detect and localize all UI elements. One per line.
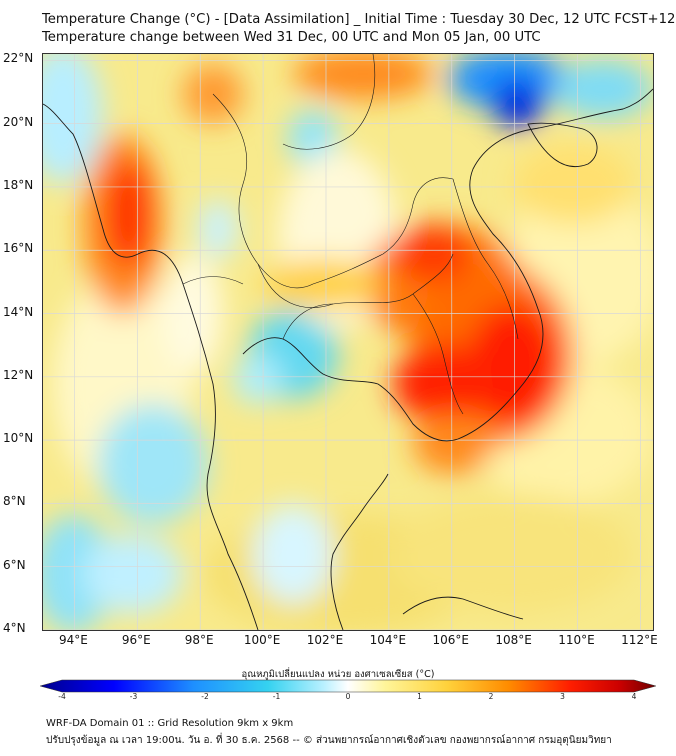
colorbar: [40, 679, 656, 693]
colorbar-tick-label: 4: [631, 692, 637, 701]
footer-credit: ปรับปรุงข้อมูล ณ เวลา 19:00น. วัน อ. ที่…: [46, 735, 612, 746]
lon-tick-label: 94°E: [59, 633, 88, 647]
country-borders: [182, 54, 519, 415]
map-canvas: [43, 54, 653, 630]
lon-tick-label: 104°E: [369, 633, 407, 647]
colorbar-tick-label: 2: [488, 692, 494, 701]
lon-tick-label: 110°E: [558, 633, 595, 647]
coastlines: [43, 88, 653, 630]
lon-tick-label: 96°E: [121, 633, 151, 647]
lon-tick-label: 108°E: [495, 633, 532, 647]
colorbar-gradient: [40, 679, 656, 693]
lat-tick-label: 20°N: [3, 114, 34, 129]
lat-tick-label: 14°N: [3, 304, 34, 319]
map-subtitle: Temperature change between Wed 31 Dec, 0…: [42, 30, 541, 45]
lon-tick-label: 106°E: [432, 633, 470, 647]
lon-tick-label: 100°E: [243, 633, 281, 647]
lat-tick-label: 18°N: [3, 177, 34, 192]
footer-model-info: WRF-DA Domain 01 :: Grid Resolution 9km …: [46, 718, 294, 729]
colorbar-tick-label: 3: [560, 692, 565, 701]
colorbar-tick-label: -1: [272, 692, 281, 701]
lat-tick-label: 6°N: [3, 557, 26, 572]
colorbar-tick-label: -3: [129, 692, 138, 701]
graticule: [43, 54, 653, 630]
lon-tick-label: 112°E: [621, 633, 658, 647]
lat-tick-label: 4°N: [3, 621, 26, 635]
colorbar-tick-label: 1: [417, 692, 422, 701]
lat-tick-label: 22°N: [3, 51, 34, 66]
colorbar-tick-label: -4: [58, 692, 66, 701]
map-title: Temperature Change (°C) - [Data Assimila…: [42, 12, 676, 27]
lat-tick-label: 8°N: [3, 494, 26, 509]
lat-tick-label: 12°N: [3, 367, 34, 382]
lon-tick-label: 98°E: [184, 633, 214, 647]
lat-tick-label: 16°N: [3, 241, 34, 256]
lon-tick-label: 102°E: [306, 633, 344, 647]
temperature-change-map: [42, 53, 654, 631]
colorbar-title: อุณหภูมิเปลี่ยนแปลง หน่วย องศาเซลเซียส (…: [241, 669, 435, 680]
colorbar-tick-label: -2: [201, 692, 209, 701]
colorbar-tick-label: 0: [345, 692, 351, 701]
lat-tick-label: 10°N: [3, 431, 34, 446]
